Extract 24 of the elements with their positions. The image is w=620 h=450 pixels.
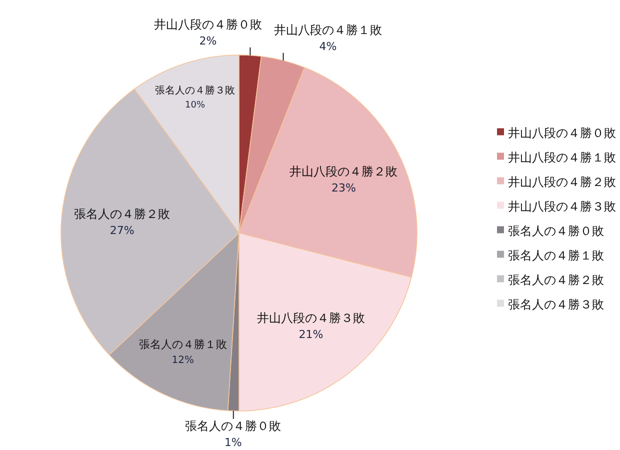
- data-label: 12%: [172, 355, 194, 366]
- legend-label: 井山八段の４勝１敗: [508, 150, 616, 164]
- legend-label: 張名人の４勝０敗: [508, 224, 604, 238]
- slice-label: 井山八段の４勝２敗: [290, 164, 398, 179]
- legend-label: 井山八段の４勝０敗: [508, 126, 616, 140]
- slice-label: 井山八段の４勝３敗: [257, 310, 366, 325]
- legend-label: 張名人の４勝１敗: [508, 248, 604, 262]
- slice-label: 井山八段の４勝１敗: [274, 22, 382, 37]
- legend-label: 井山八段の４勝２敗: [508, 174, 616, 189]
- slice-label: 張名人の４勝１敗: [138, 338, 227, 352]
- legend-label: 井山八段の４勝３敗: [508, 199, 616, 214]
- data-label: 23%: [331, 182, 356, 195]
- data-label: 4%: [319, 40, 337, 53]
- data-label: 27%: [110, 224, 134, 237]
- data-label: 2%: [199, 34, 217, 48]
- legend-label: 張名人の４勝２敗: [508, 272, 604, 287]
- slice-label: 張名人の４勝０敗: [185, 418, 282, 433]
- slice-label: 張名人の４勝２敗: [74, 206, 170, 221]
- slice-label: 張名人の４勝３敗: [154, 84, 235, 97]
- data-label: 1%: [224, 436, 242, 449]
- legend-label: 張名人の４勝３敗: [508, 297, 604, 312]
- slice-label: 井山八段の４勝０敗: [154, 17, 262, 32]
- data-label: 21%: [298, 328, 324, 341]
- data-label: 10%: [184, 100, 206, 111]
